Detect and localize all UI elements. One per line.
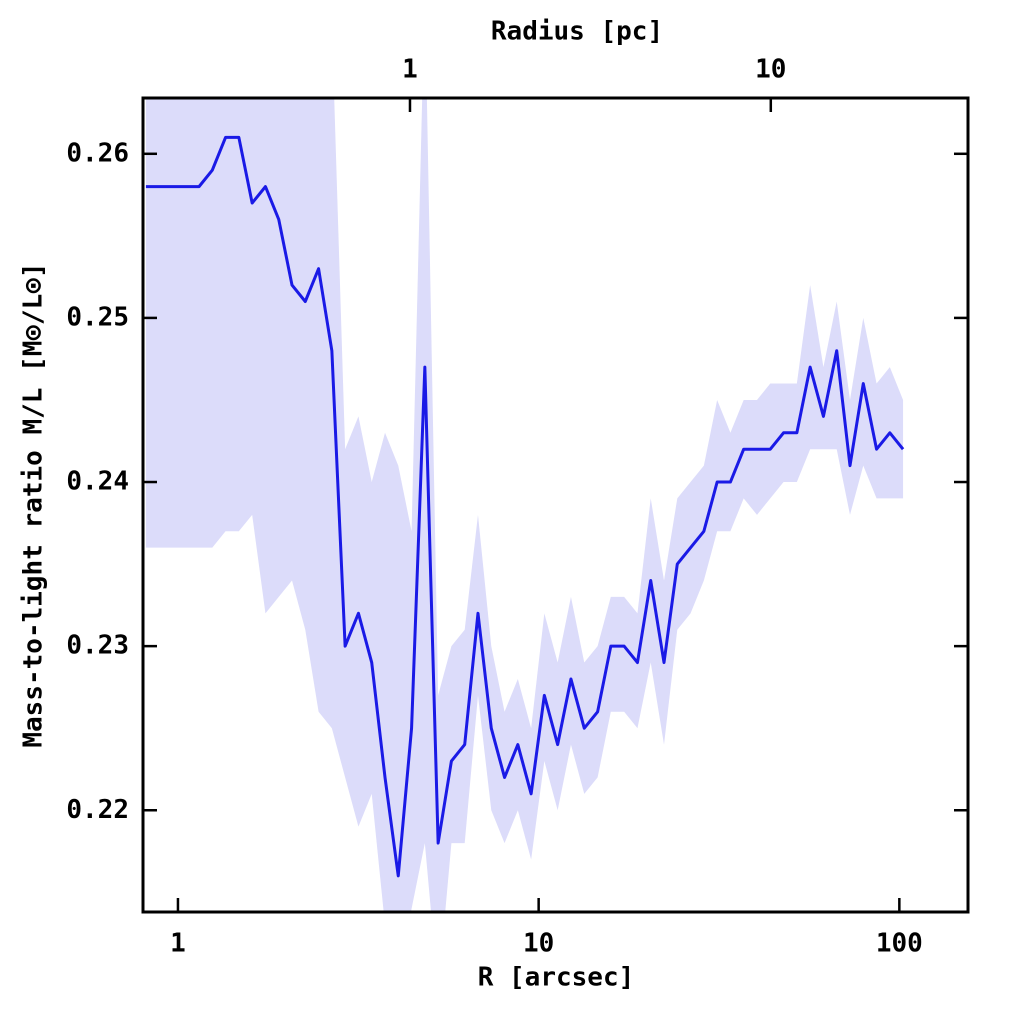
y-tick-label: 0.25 <box>66 302 129 332</box>
uncertainty-band <box>145 98 904 912</box>
plot-area <box>145 98 905 912</box>
x2-tick-label: 1 <box>402 55 418 85</box>
x2-axis-label: Radius [pc] <box>491 17 663 47</box>
ml-line <box>145 135 905 878</box>
x2-tick-label: 10 <box>755 55 786 85</box>
y-tick-label: 0.22 <box>66 795 129 825</box>
x-tick-label: 10 <box>523 929 554 959</box>
x-tick-label: 1 <box>170 929 186 959</box>
x-tick-label: 100 <box>876 929 923 959</box>
axes-frame <box>141 96 970 914</box>
y-tick-label: 0.24 <box>66 467 129 497</box>
y-tick-label: 0.26 <box>66 138 129 168</box>
y-axis-label: Mass-to-light ratio M/L [M⊙/L⊙] <box>19 262 49 747</box>
x-axis-label: R [arcsec] <box>478 963 635 993</box>
y-tick-label: 0.23 <box>66 631 129 661</box>
